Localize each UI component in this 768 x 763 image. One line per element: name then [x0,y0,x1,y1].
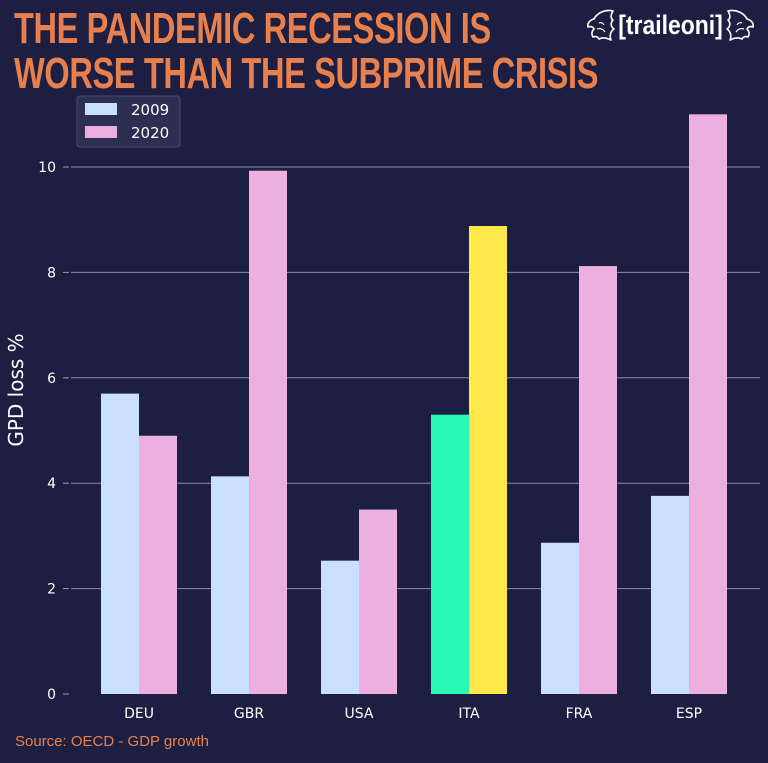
logo-text: [traileoni] [618,9,723,40]
y-tick-label-6: 6 [47,371,56,387]
chart-title: THE PANDEMIC RECESSION IS WORSE THAN THE… [14,6,598,96]
x-tick-label-fra: FRA [566,706,593,722]
x-tick-label-deu: DEU [124,706,154,722]
y-axis-label: GPD loss % [4,333,28,446]
legend-label-2009: 2009 [131,101,169,119]
legend-label-2020: 2020 [131,124,169,142]
lion-head-icon-mirrored [726,9,754,41]
bar-ita-2020 [469,226,507,695]
bar-deu-2009 [101,393,139,694]
bar-deu-2020 [139,435,177,694]
y-tick-label-8: 8 [47,265,56,281]
y-tick-label-0: 0 [47,687,56,703]
x-tick-label-ita: ITA [458,706,480,722]
title-line-1: THE PANDEMIC RECESSION IS [14,4,491,53]
y-tick-label-10: 10 [38,160,56,176]
legend: 2009 2020 [76,95,181,148]
bar-esp-2020 [689,114,727,695]
legend-swatch-2009 [85,103,117,115]
y-tick-label-4: 4 [47,476,56,492]
x-tick-label-usa: USA [345,706,374,722]
title-line-2: WORSE THAN THE SUBPRIME CRISIS [14,49,599,98]
bar-esp-2009 [651,495,689,694]
grid-lines [71,166,760,590]
source-note: Source: OECD - GDP growth [15,733,209,750]
y-tick-label-2: 2 [47,582,56,598]
bar-gbr-2020 [249,170,287,695]
brand-logo: [traileoni] [585,6,756,44]
bar-fra-2009 [541,542,579,694]
bar-gbr-2009 [211,476,249,694]
axes: 0 2 4 6 8 10 DEU GBR USA ITA FRA ESP [38,160,702,722]
bar-ita-2009 [431,414,469,694]
x-tick-label-gbr: GBR [234,706,264,722]
bar-usa-2020 [359,509,397,694]
lion-head-icon [586,9,615,41]
bar-fra-2020 [579,266,617,694]
legend-swatch-2020 [85,126,117,138]
x-tick-label-esp: ESP [676,706,702,722]
bar-usa-2009 [321,560,359,694]
bars [101,114,727,695]
